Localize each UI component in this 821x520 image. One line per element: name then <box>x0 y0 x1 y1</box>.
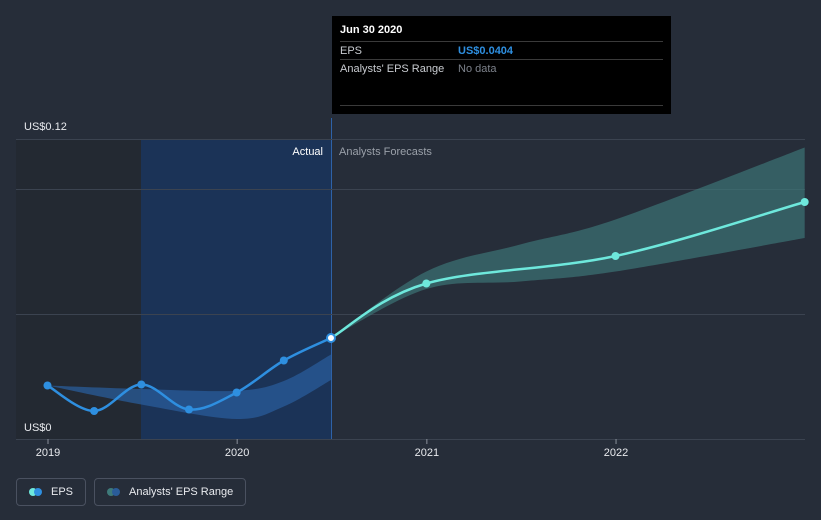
legend-eps-label: EPS <box>51 486 74 498</box>
tooltip-row-range: Analysts' EPS Range No data <box>340 59 663 77</box>
tooltip-eps-key: EPS <box>340 44 363 57</box>
x-tick-label: 2019 <box>36 447 60 459</box>
tooltip-range-key: Analysts' EPS Range <box>340 62 445 75</box>
tooltip-date: Jun 30 2020 <box>340 24 403 36</box>
eps-point <box>422 279 431 288</box>
eps-line-forecast <box>330 200 806 340</box>
legend: EPS Analysts' EPS Range <box>16 478 247 506</box>
range-area <box>330 147 805 338</box>
x-axis: 2019 2020 2021 2022 <box>36 439 628 459</box>
range-areas <box>47 147 805 420</box>
eps-point <box>800 198 809 206</box>
eps-point <box>611 252 620 260</box>
tooltip-row-eps: EPS US$0.0404 <box>340 41 663 59</box>
tooltip-range-value: No data <box>458 62 497 75</box>
range-area <box>47 354 331 420</box>
eps-points <box>43 198 809 415</box>
forecast-label: Analysts Forecasts <box>339 146 432 158</box>
x-tick-label: 2022 <box>604 447 628 459</box>
range-swatch-icon <box>107 488 121 496</box>
eps-swatch-icon <box>29 488 43 496</box>
x-tick-label: 2020 <box>225 447 249 459</box>
y-axis: US$0.12 US$0 <box>24 121 67 434</box>
x-tick-label: 2021 <box>415 447 439 459</box>
y-tick-label: US$0 <box>24 422 52 434</box>
legend-range-label: Analysts' EPS Range <box>129 486 234 498</box>
eps-point <box>90 407 99 415</box>
eps-point <box>279 356 288 365</box>
y-tick-label: US$0.12 <box>24 121 67 133</box>
tooltip-eps-value: US$0.0404 <box>458 44 514 57</box>
legend-eps-toggle[interactable]: EPS <box>16 478 87 506</box>
gridlines <box>16 139 805 440</box>
legend-range-toggle[interactable]: Analysts' EPS Range <box>94 478 247 506</box>
tooltip-divider <box>340 105 663 106</box>
highlighted-point <box>325 333 336 343</box>
eps-point <box>43 381 52 390</box>
actual-label: Actual <box>292 146 323 158</box>
eps-point <box>184 405 193 414</box>
eps-point <box>137 380 146 389</box>
tooltip: Jun 30 2020 EPS US$0.0404 Analysts' EPS … <box>332 16 671 114</box>
eps-point <box>232 388 241 397</box>
